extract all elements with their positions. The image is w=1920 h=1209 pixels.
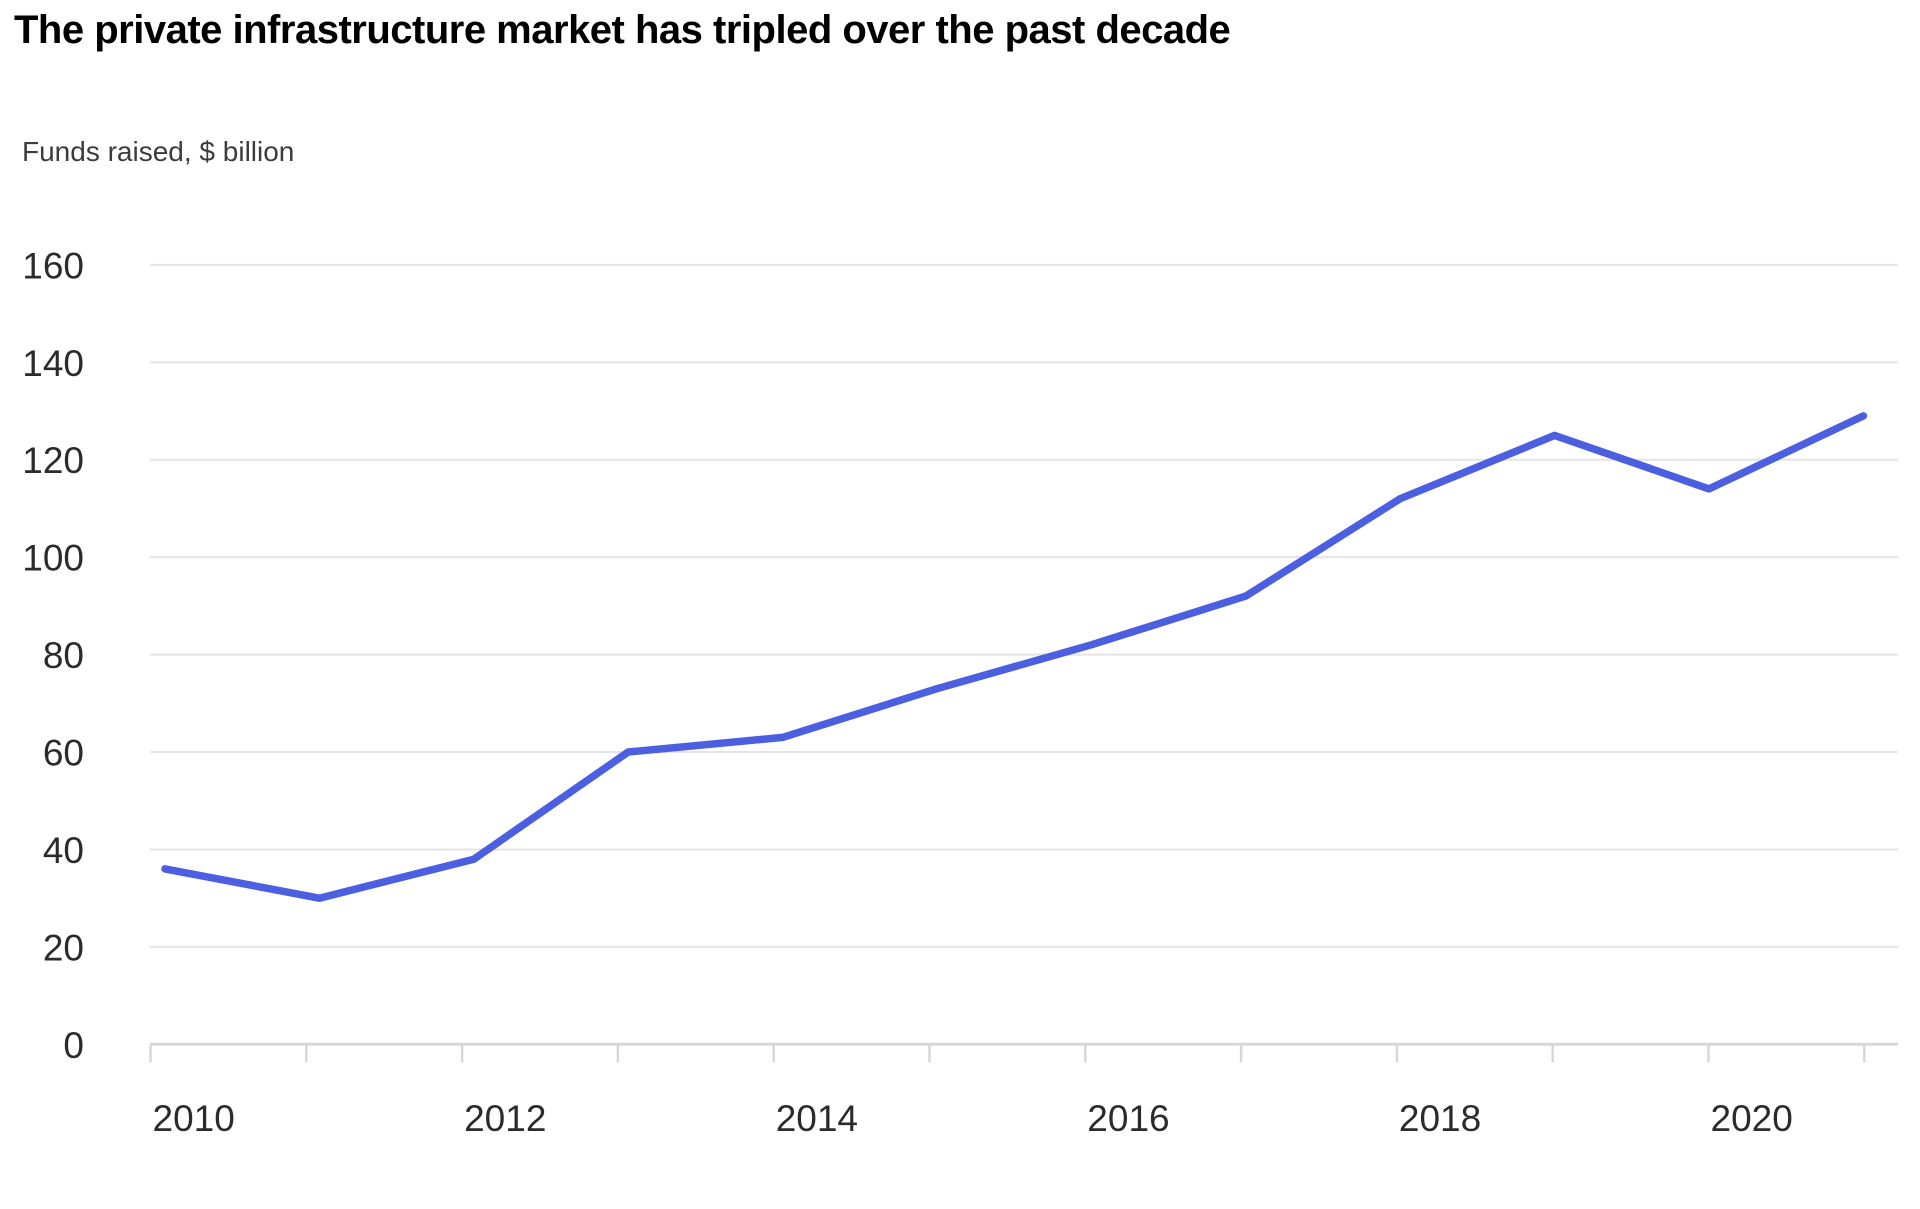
x-axis-label: 2010 [153,1098,235,1139]
x-axis-label: 2016 [1087,1098,1169,1139]
y-axis-label: 60 [43,733,84,774]
y-axis-label: 160 [22,245,84,286]
chart-title: The private infrastructure market has tr… [14,8,1231,52]
y-axis-label: 20 [43,927,84,968]
chart-subtitle: Funds raised, $ billion [22,136,295,167]
x-axis-label: 2020 [1711,1098,1793,1139]
x-axis-label: 2018 [1399,1098,1481,1139]
y-axis-label: 100 [22,538,84,579]
data-line-funds-raised [161,412,1868,902]
x-axis-label: 2012 [464,1098,546,1139]
y-axis-label: 140 [22,343,84,384]
y-axis-label: 80 [43,635,84,676]
x-axis-label: 2014 [776,1098,858,1139]
y-axis-label: 40 [43,830,84,871]
y-axis-label: 0 [63,1025,84,1066]
y-axis-label: 120 [22,440,84,481]
